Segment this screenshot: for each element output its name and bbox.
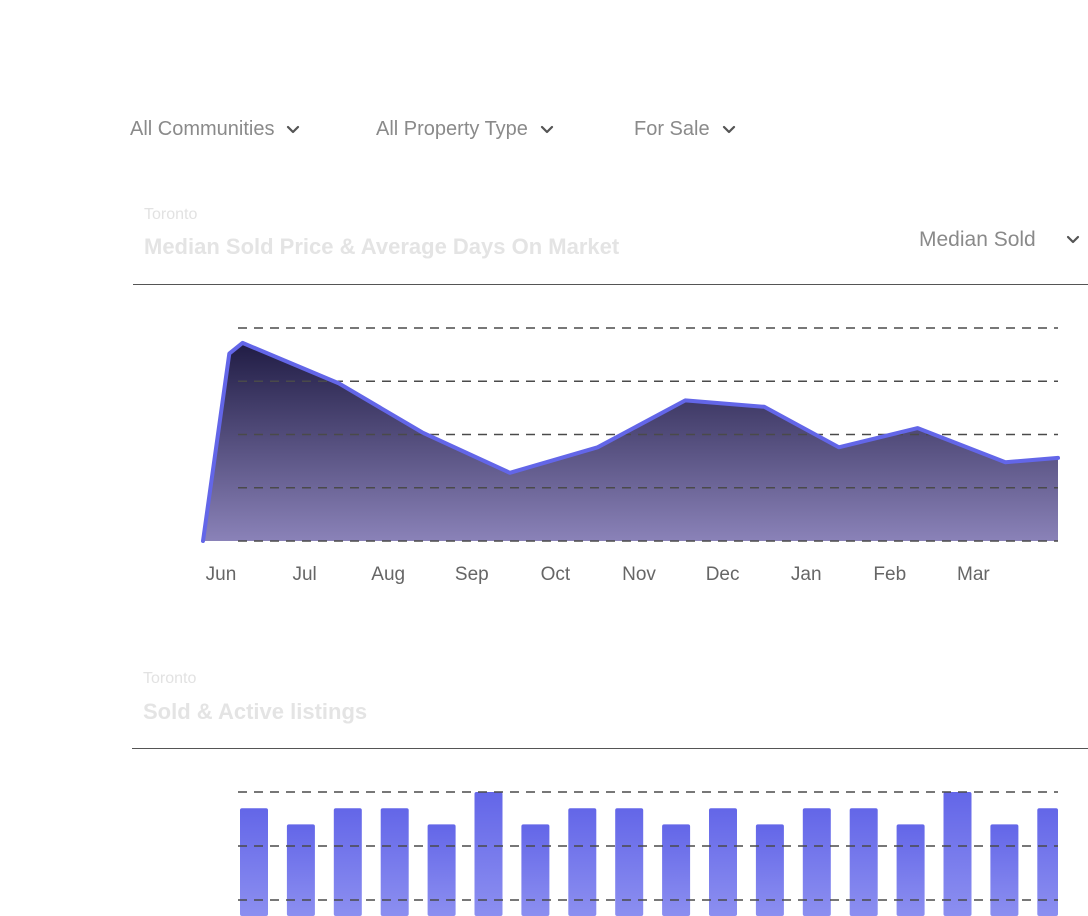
bar bbox=[802, 808, 831, 916]
bar bbox=[615, 808, 644, 916]
price-card-divider bbox=[133, 284, 1088, 285]
series-line bbox=[201, 340, 1060, 543]
bar bbox=[943, 792, 972, 916]
bar bbox=[1037, 808, 1058, 916]
x-tick-label: Jan bbox=[791, 564, 822, 585]
bar bbox=[474, 792, 503, 916]
status-filter-label: For Sale bbox=[634, 118, 710, 140]
bar bbox=[240, 808, 268, 916]
bar bbox=[849, 808, 878, 916]
listings-card-divider bbox=[132, 748, 1088, 749]
status-filter[interactable]: For Sale bbox=[634, 118, 736, 141]
x-tick-label: Sep bbox=[455, 564, 489, 585]
x-tick-label: Dec bbox=[706, 564, 740, 585]
bar bbox=[755, 824, 784, 916]
bar bbox=[380, 808, 409, 916]
x-tick-label: Feb bbox=[873, 564, 906, 585]
x-tick-label: Jul bbox=[292, 564, 316, 585]
x-tick-label: Nov bbox=[622, 564, 656, 585]
price-card-city: Toronto bbox=[144, 206, 198, 223]
price-card-title: Median Sold Price & Average Days On Mark… bbox=[144, 234, 620, 259]
bar bbox=[333, 808, 362, 916]
metric-select[interactable]: Median Sold bbox=[919, 228, 1080, 252]
x-tick-label: Mar bbox=[957, 564, 990, 585]
bar bbox=[896, 824, 925, 916]
bar bbox=[568, 808, 597, 916]
bar bbox=[286, 824, 315, 916]
community-filter-label: All Communities bbox=[130, 118, 275, 140]
area-fill bbox=[203, 342, 1058, 541]
property-type-filter[interactable]: All Property Type bbox=[376, 118, 554, 141]
community-filter[interactable]: All Communities bbox=[130, 118, 300, 141]
listings-card-city: Toronto bbox=[143, 670, 197, 687]
metric-select-label: Median Sold bbox=[919, 228, 1036, 251]
chevron-down-icon bbox=[540, 125, 554, 133]
chevron-down-icon bbox=[287, 125, 300, 133]
bar bbox=[990, 824, 1019, 916]
chevron-down-icon bbox=[1066, 235, 1079, 244]
x-tick-label: Aug bbox=[371, 564, 405, 585]
chevron-down-icon bbox=[722, 125, 735, 133]
x-tick-label: Jun bbox=[206, 564, 237, 585]
bar bbox=[709, 808, 737, 916]
listings-card-title: Sold & Active listings bbox=[143, 699, 368, 724]
x-tick-label: Oct bbox=[541, 564, 571, 585]
property-type-filter-label: All Property Type bbox=[376, 118, 528, 140]
bar bbox=[427, 824, 456, 916]
bar bbox=[662, 824, 691, 916]
bar bbox=[521, 824, 550, 916]
